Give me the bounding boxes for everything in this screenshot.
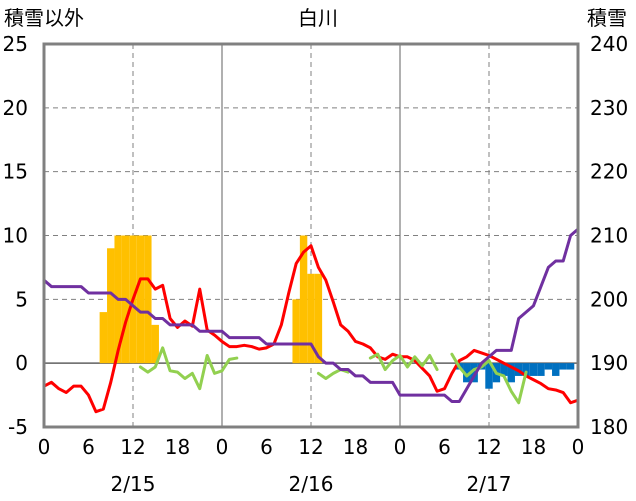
lines: [42, 227, 580, 414]
snow-decrease-bar: [470, 363, 478, 383]
x-tick-label: 6: [260, 435, 273, 459]
left-tick-label: 5: [15, 287, 28, 311]
right-tick-label: 240: [590, 32, 628, 56]
snow-decrease-bar: [552, 363, 560, 376]
snowfall-bar: [136, 235, 145, 364]
x-tick-label: 18: [165, 435, 190, 459]
date-label: 2/15: [111, 472, 156, 496]
secondary-line: [138, 346, 239, 391]
snow-decrease-bar: [507, 363, 515, 383]
snowfall-bar: [307, 273, 315, 364]
snowfall-bar: [151, 324, 159, 364]
left-tick-label: -5: [8, 415, 28, 439]
right-axis-label: 積雪: [587, 6, 627, 30]
plot-frame: [42, 42, 580, 429]
left-tick-label: 0: [15, 351, 28, 375]
right-tick-label: 200: [590, 287, 628, 311]
secondary-line: [368, 352, 439, 372]
snowfall-bar: [99, 312, 108, 364]
chart-title: 白川: [298, 6, 338, 30]
snow-decrease-bar: [463, 363, 471, 383]
right-tick-label: 230: [590, 96, 628, 120]
snowfall-bar: [144, 235, 152, 364]
snow-decrease-bar: [566, 363, 575, 370]
snow-depth-line: [42, 227, 580, 403]
left-axis-label: 積雪以外: [4, 6, 84, 30]
snowfall-bar: [299, 235, 308, 364]
snow-decrease-bar: [529, 363, 538, 376]
snow-decrease-bar: [544, 363, 553, 370]
snow-decrease-bar: [485, 363, 493, 389]
left-tick-label: 10: [3, 224, 28, 248]
left-tick-label: 25: [3, 32, 28, 56]
snow-decrease-bar: [500, 363, 508, 376]
snowfall-bar: [292, 299, 300, 364]
x-tick-label: 0: [38, 435, 51, 459]
right-tick-label: 220: [590, 160, 628, 184]
x-tick-label: 0: [572, 435, 585, 459]
x-tick-label: 0: [216, 435, 229, 459]
x-tick-label: 6: [438, 435, 451, 459]
left-tick-label: 20: [3, 96, 28, 120]
date-label: 2/17: [467, 472, 512, 496]
x-tick-label: 0: [394, 435, 407, 459]
snow-decrease-bar: [559, 363, 567, 370]
x-tick-label: 18: [521, 435, 546, 459]
right-tick-label: 210: [590, 224, 628, 248]
x-tick-label: 12: [476, 435, 501, 459]
snow-decrease-bar: [522, 363, 530, 376]
x-tick-label: 6: [82, 435, 95, 459]
secondary-line: [450, 352, 528, 405]
x-tick-label: 12: [120, 435, 145, 459]
snowfall-bar: [107, 248, 115, 364]
snow-decrease-bar: [537, 363, 545, 376]
snowfall-bar: [314, 273, 323, 364]
x-tick-label: 18: [343, 435, 368, 459]
right-tick-label: 180: [590, 415, 628, 439]
date-label: 2/16: [289, 472, 334, 496]
right-tick-label: 190: [590, 351, 628, 375]
x-tick-label: 12: [298, 435, 323, 459]
left-tick-label: 15: [3, 160, 28, 184]
